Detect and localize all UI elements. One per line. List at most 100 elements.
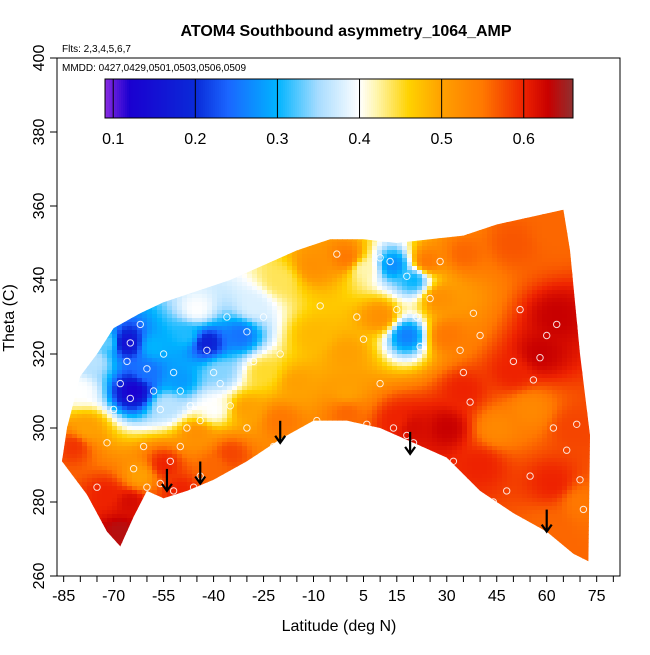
heatmap-cell bbox=[187, 262, 193, 267]
heatmap-cell bbox=[77, 142, 83, 147]
heatmap-cell bbox=[212, 366, 218, 371]
heatmap-cell bbox=[152, 558, 158, 562]
heatmap-cell bbox=[112, 342, 118, 347]
heatmap-cell bbox=[207, 494, 213, 499]
heatmap-cell bbox=[162, 254, 168, 259]
heatmap-cell bbox=[222, 498, 228, 503]
heatmap-cell bbox=[112, 122, 118, 127]
heatmap-cell bbox=[67, 94, 73, 99]
heatmap-cell bbox=[232, 286, 238, 291]
heatmap-cell bbox=[102, 278, 108, 283]
heatmap-cell bbox=[237, 178, 243, 183]
heatmap-cell bbox=[62, 209, 68, 211]
heatmap-cell bbox=[107, 562, 113, 567]
heatmap-cell bbox=[142, 438, 148, 443]
heatmap-cell bbox=[207, 490, 213, 495]
heatmap-cell bbox=[237, 326, 243, 331]
heatmap-cell bbox=[117, 442, 123, 447]
heatmap-cell bbox=[187, 290, 193, 295]
heatmap-cell bbox=[172, 434, 178, 439]
heatmap-cell bbox=[187, 558, 193, 562]
heatmap-cell bbox=[137, 438, 143, 443]
heatmap-cell bbox=[142, 430, 148, 435]
heatmap-cell bbox=[142, 570, 148, 575]
heatmap-cell bbox=[242, 474, 248, 479]
heatmap-cell bbox=[232, 426, 238, 431]
heatmap-cell bbox=[227, 330, 233, 335]
heatmap-cell bbox=[242, 218, 248, 223]
heatmap-cell bbox=[227, 318, 233, 323]
heatmap-cell bbox=[137, 462, 143, 467]
heatmap-cell bbox=[227, 282, 233, 287]
heatmap-cell bbox=[137, 274, 143, 279]
heatmap-cell bbox=[87, 474, 93, 479]
heatmap-cell bbox=[147, 262, 153, 267]
heatmap-cell bbox=[132, 458, 138, 463]
heatmap-cell bbox=[167, 514, 173, 519]
heatmap-cell bbox=[152, 538, 158, 543]
heatmap-cell bbox=[117, 390, 123, 395]
heatmap-cell bbox=[127, 486, 133, 491]
heatmap-cell bbox=[202, 210, 208, 215]
heatmap-cell bbox=[107, 522, 113, 527]
heatmap-cell bbox=[172, 318, 178, 323]
heatmap-cell bbox=[97, 209, 103, 211]
heatmap-cell bbox=[202, 518, 208, 523]
heatmap-cell bbox=[237, 502, 243, 507]
heatmap-cell bbox=[222, 346, 228, 351]
heatmap-cell bbox=[102, 422, 108, 427]
heatmap-cell bbox=[62, 338, 63, 343]
heatmap-cell bbox=[212, 418, 218, 423]
heatmap-cell bbox=[202, 158, 208, 163]
heatmap-cell bbox=[227, 142, 233, 147]
heatmap-cell bbox=[87, 494, 93, 499]
heatmap-cell bbox=[67, 454, 73, 459]
heatmap-cell bbox=[197, 126, 203, 131]
heatmap-cell bbox=[72, 78, 78, 83]
heatmap-cell bbox=[62, 350, 68, 355]
heatmap-cell bbox=[212, 434, 218, 439]
heatmap-cell bbox=[122, 286, 128, 291]
heatmap-cell bbox=[117, 418, 123, 423]
heatmap-cell bbox=[237, 522, 243, 527]
heatmap-cell bbox=[187, 458, 193, 463]
heatmap-cell bbox=[242, 562, 248, 567]
heatmap-cell bbox=[147, 438, 153, 443]
heatmap-cell bbox=[107, 294, 113, 299]
heatmap-cell bbox=[92, 446, 98, 451]
heatmap-cell bbox=[227, 526, 233, 531]
heatmap-cell bbox=[212, 74, 218, 79]
heatmap-cell bbox=[172, 506, 178, 511]
heatmap-cell bbox=[222, 209, 228, 211]
heatmap-cell bbox=[237, 162, 243, 167]
heatmap-cell bbox=[62, 502, 63, 507]
heatmap-cell bbox=[77, 414, 83, 419]
heatmap-cell bbox=[67, 474, 73, 479]
heatmap-cell bbox=[62, 142, 68, 147]
heatmap-cell bbox=[167, 226, 173, 231]
heatmap-cell bbox=[57, 94, 63, 99]
heatmap-cell bbox=[197, 158, 203, 163]
heatmap-cell bbox=[77, 326, 83, 331]
heatmap-cell bbox=[202, 326, 208, 331]
heatmap-cell bbox=[152, 278, 158, 283]
heatmap-cell bbox=[242, 246, 248, 251]
heatmap-cell bbox=[97, 534, 103, 539]
heatmap-cell bbox=[62, 390, 63, 395]
heatmap-cell bbox=[87, 58, 93, 63]
heatmap-cell bbox=[127, 478, 133, 483]
heatmap-cell bbox=[137, 418, 143, 423]
heatmap-cell bbox=[172, 526, 178, 531]
heatmap-cell bbox=[87, 126, 93, 131]
heatmap-cell bbox=[232, 542, 238, 547]
heatmap-cell bbox=[112, 402, 118, 407]
heatmap-cell bbox=[212, 126, 218, 131]
heatmap-cell bbox=[132, 254, 138, 259]
heatmap-cell bbox=[157, 406, 163, 411]
heatmap-cell bbox=[72, 450, 78, 455]
heatmap-cell bbox=[232, 358, 238, 363]
heatmap-cell bbox=[207, 438, 213, 443]
heatmap-cell bbox=[122, 330, 128, 335]
heatmap-cell bbox=[62, 446, 63, 451]
heatmap-cell bbox=[182, 566, 188, 571]
